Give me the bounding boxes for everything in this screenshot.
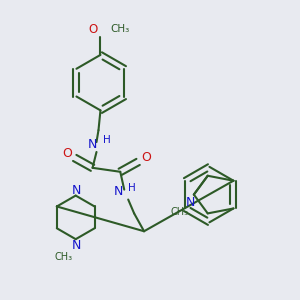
Text: N: N (186, 196, 196, 209)
Text: CH₃: CH₃ (171, 207, 189, 218)
Text: O: O (88, 22, 97, 36)
Text: N: N (72, 184, 81, 197)
Text: N: N (72, 238, 81, 252)
Text: CH₃: CH₃ (55, 252, 73, 262)
Text: O: O (62, 148, 72, 160)
Text: O: O (141, 152, 151, 164)
Text: N: N (114, 185, 123, 198)
Text: N: N (88, 138, 97, 151)
Text: H: H (103, 135, 110, 145)
Text: CH₃: CH₃ (110, 24, 130, 34)
Text: H: H (128, 183, 136, 193)
